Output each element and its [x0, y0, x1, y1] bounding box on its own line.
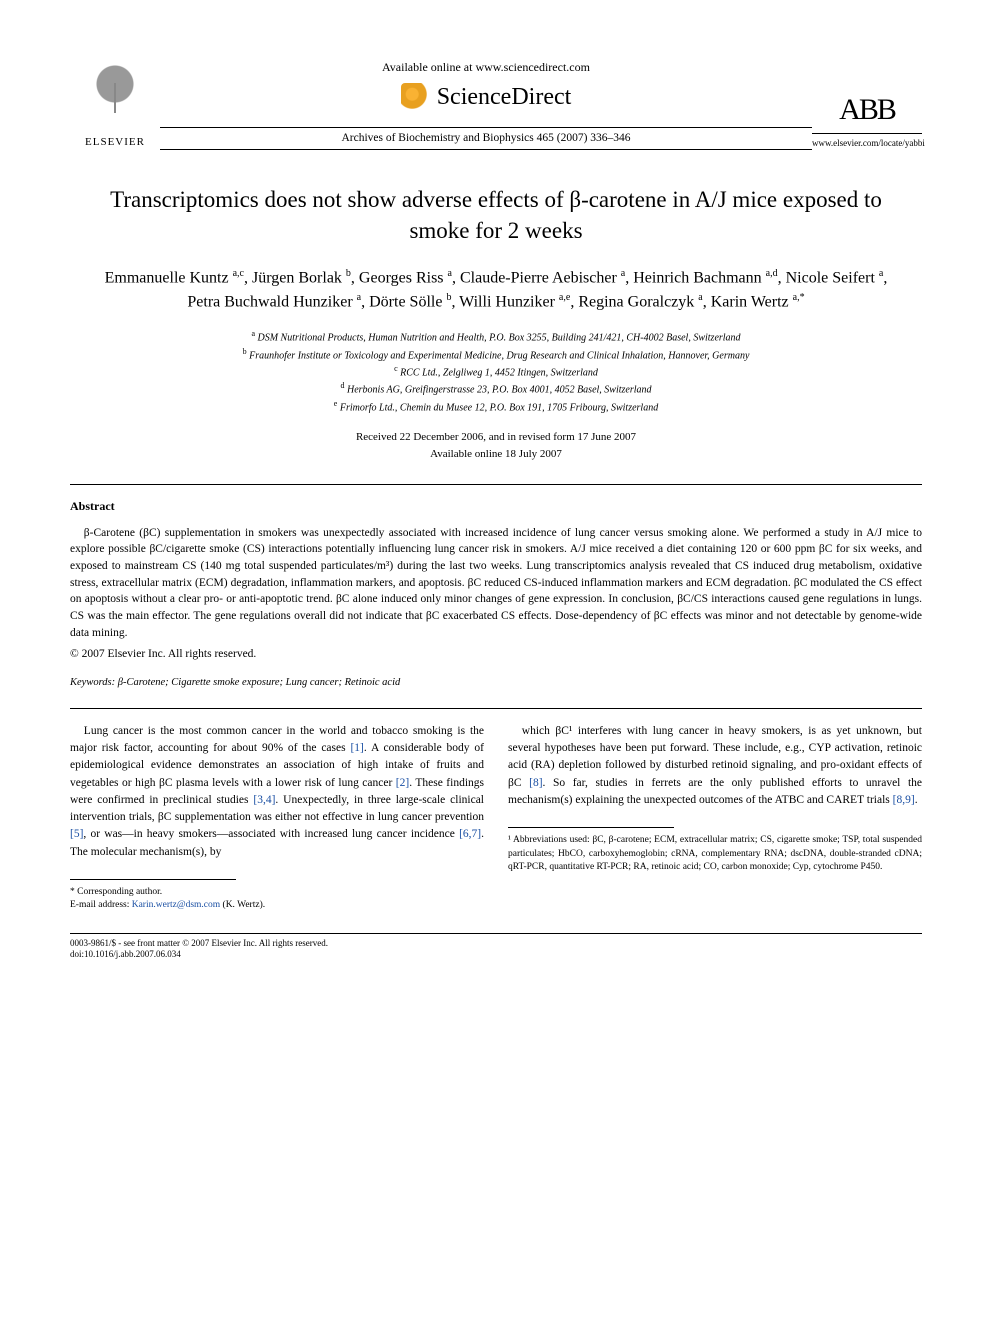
corresponding-author-footnote: * Corresponding author. E-mail address: …: [70, 886, 484, 913]
sciencedirect-logo: ScienceDirect: [160, 82, 812, 113]
keywords: Keywords: β-Carotene; Cigarette smoke ex…: [70, 676, 922, 690]
body-paragraph-right: which βC¹ interferes with lung cancer in…: [508, 723, 922, 809]
abb-logo-block: ABB www.elsevier.com/locate/yabbi: [812, 90, 922, 150]
elsevier-logo-block: ELSEVIER: [70, 63, 160, 149]
available-online-text: Available online at www.sciencedirect.co…: [160, 60, 812, 76]
abbreviations-footnote: ¹ Abbreviations used: βC, β-carotene; EC…: [508, 834, 922, 874]
journal-url: www.elsevier.com/locate/yabbi: [812, 138, 922, 150]
sciencedirect-icon: [401, 83, 429, 111]
online-date: Available online 18 July 2007: [70, 446, 922, 463]
footer-text: 0003-9861/$ - see front matter © 2007 El…: [70, 938, 922, 961]
keywords-label: Keywords:: [70, 677, 115, 688]
left-column: Lung cancer is the most common cancer in…: [70, 723, 484, 913]
abb-logo: ABB: [812, 90, 922, 134]
abstract-body: β-Carotene (βC) supplementation in smoke…: [70, 525, 922, 642]
keywords-text: β-Carotene; Cigarette smoke exposure; Lu…: [118, 677, 401, 688]
received-date: Received 22 December 2006, and in revise…: [70, 429, 922, 446]
author-list: Emmanuelle Kuntz a,c, Jürgen Borlak b, G…: [100, 266, 892, 315]
footnote-rule-right: [508, 827, 674, 828]
journal-reference: Archives of Biochemistry and Biophysics …: [160, 127, 812, 150]
sciencedirect-text: ScienceDirect: [437, 82, 572, 113]
abstract-heading: Abstract: [70, 499, 922, 515]
email-label: E-mail address:: [70, 900, 129, 910]
section-rule: [70, 484, 922, 485]
footnote-rule-left: [70, 879, 236, 880]
article-dates: Received 22 December 2006, and in revise…: [70, 429, 922, 462]
corresponding-marker: * Corresponding author.: [70, 886, 484, 899]
footer-rule: [70, 933, 922, 934]
affiliation-list: a DSM Nutritional Products, Human Nutrit…: [110, 328, 882, 415]
elsevier-label: ELSEVIER: [70, 135, 160, 149]
elsevier-tree-icon: [85, 63, 145, 133]
email-name: (K. Wertz).: [223, 900, 266, 910]
email-line: E-mail address: Karin.wertz@dsm.com (K. …: [70, 899, 484, 912]
right-column: which βC¹ interferes with lung cancer in…: [508, 723, 922, 913]
section-rule-2: [70, 708, 922, 709]
abstract-copyright: © 2007 Elsevier Inc. All rights reserved…: [70, 647, 922, 662]
corresponding-email[interactable]: Karin.wertz@dsm.com: [132, 900, 220, 910]
body-columns: Lung cancer is the most common cancer in…: [70, 723, 922, 913]
footer-doi: doi:10.1016/j.abb.2007.06.034: [70, 949, 922, 961]
body-paragraph-left: Lung cancer is the most common cancer in…: [70, 723, 484, 861]
journal-header: ELSEVIER Available online at www.science…: [70, 60, 922, 150]
footer-issn: 0003-9861/$ - see front matter © 2007 El…: [70, 938, 922, 950]
article-title: Transcriptomics does not show adverse ef…: [110, 184, 882, 246]
header-center: Available online at www.sciencedirect.co…: [160, 60, 812, 150]
